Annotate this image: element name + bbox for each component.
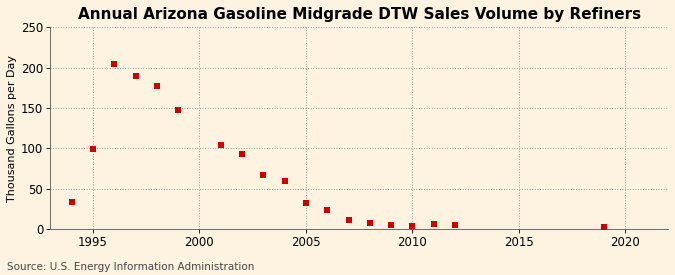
Text: Source: U.S. Energy Information Administration: Source: U.S. Energy Information Administ…: [7, 262, 254, 272]
Point: [450, 223, 460, 227]
Point: [343, 218, 354, 222]
Point: [130, 73, 141, 78]
Point: [300, 201, 311, 205]
Point: [407, 223, 418, 228]
Point: [66, 200, 77, 204]
Point: [88, 147, 99, 151]
Point: [237, 152, 248, 156]
Y-axis label: Thousand Gallons per Day: Thousand Gallons per Day: [7, 54, 17, 202]
Point: [258, 173, 269, 177]
Title: Annual Arizona Gasoline Midgrade DTW Sales Volume by Refiners: Annual Arizona Gasoline Midgrade DTW Sal…: [78, 7, 641, 22]
Point: [215, 143, 226, 147]
Point: [599, 225, 610, 229]
Point: [151, 84, 162, 88]
Point: [279, 179, 290, 183]
Point: [385, 223, 396, 227]
Point: [429, 222, 439, 226]
Point: [364, 221, 375, 226]
Point: [173, 107, 184, 112]
Point: [322, 207, 333, 212]
Point: [109, 62, 119, 67]
